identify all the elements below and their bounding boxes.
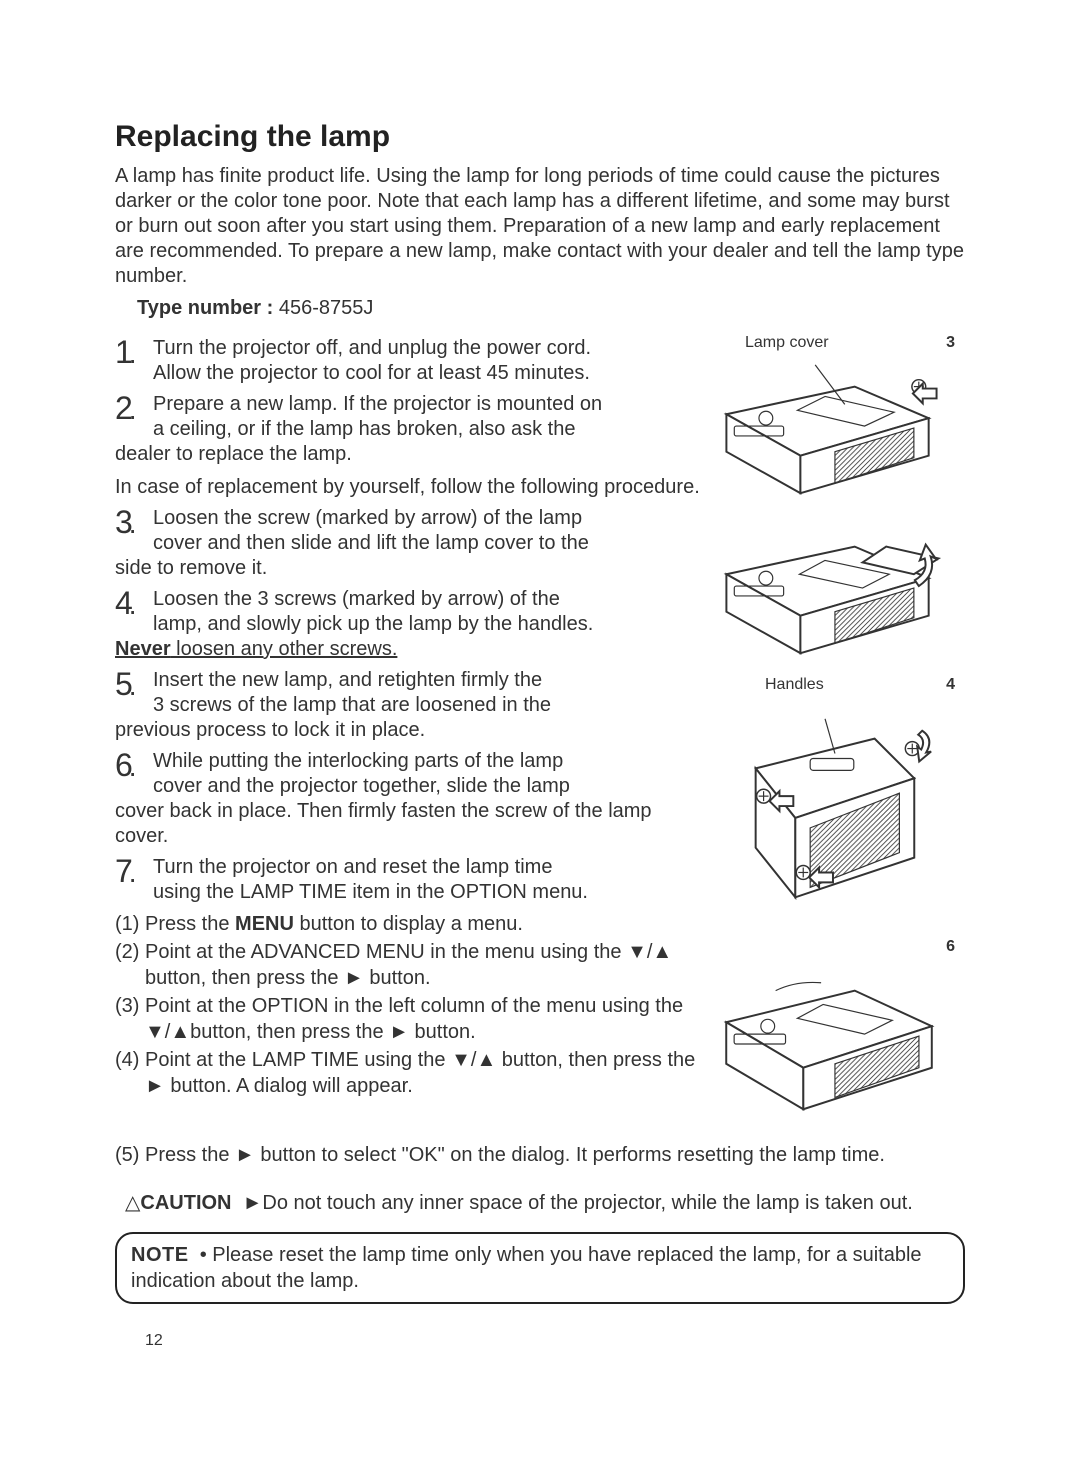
step-4-never: Never loosen any other screws. <box>115 637 701 662</box>
caution-arrow-icon: ► <box>243 1192 263 1214</box>
caution-text: Do not touch any inner space of the proj… <box>262 1192 912 1214</box>
type-number-line: Type number : 456-8755J <box>137 297 965 320</box>
note-label: NOTE <box>131 1244 189 1266</box>
figures-column: Lamp cover 3 <box>715 330 965 1140</box>
step-number: 4. <box>115 587 153 621</box>
step-7: 7. Turn the projector on and reset the l… <box>115 855 701 905</box>
fig6-label-row: 6 <box>715 938 965 956</box>
step-number: 3. <box>115 506 153 540</box>
step-body: Prepare a new lamp. If the projector is … <box>153 392 602 442</box>
type-number-value: 456-8755J <box>279 297 374 319</box>
handles-label: Handles <box>765 676 824 694</box>
step-body: Loosen the screw (marked by arrow) of th… <box>153 506 589 556</box>
step-5-cont: previous process to lock it in place. <box>115 718 701 743</box>
step-body: Turn the projector off, and unplug the p… <box>153 336 591 386</box>
figure-3b <box>715 516 945 666</box>
figure-6 <box>715 960 945 1130</box>
caution-label: CAUTION <box>140 1192 231 1214</box>
step-2-cont: dealer to replace the lamp. <box>115 442 701 467</box>
intermediate-text: In case of replacement by yourself, foll… <box>115 475 701 500</box>
caution-box: △CAUTION ►Do not touch any inner space o… <box>115 1184 965 1222</box>
substep-list: (1) Press the MENU button to display a m… <box>115 911 701 1099</box>
step-1: 1. Turn the projector off, and unplug th… <box>115 336 701 386</box>
fig3-number: 3 <box>946 334 955 352</box>
page-number: 12 <box>145 1332 965 1350</box>
step-number: 5. <box>115 668 153 702</box>
step-number: 1. <box>115 336 153 370</box>
fig6-number: 6 <box>946 938 955 956</box>
steps-column: 1. Turn the projector off, and unplug th… <box>115 330 715 1099</box>
section-title: Replacing the lamp <box>115 120 965 154</box>
step-number: 2. <box>115 392 153 426</box>
caution-triangle-icon: △ <box>125 1192 140 1214</box>
substep-2: (2) Point at the ADVANCED MENU in the me… <box>115 939 701 991</box>
note-bullet-icon: • <box>200 1244 207 1266</box>
substep-3: (3) Point at the OPTION in the left colu… <box>115 993 701 1045</box>
step-number: 6. <box>115 749 153 783</box>
step-2: 2. Prepare a new lamp. If the projector … <box>115 392 701 442</box>
step-6-cont: cover back in place. Then firmly fasten … <box>115 799 701 849</box>
fig3-label-row: Lamp cover 3 <box>715 334 965 352</box>
type-number-label: Type number : <box>137 297 273 319</box>
step-body: Insert the new lamp, and retighten firml… <box>153 668 551 718</box>
content-row: 1. Turn the projector off, and unplug th… <box>115 330 965 1140</box>
fig4-label-row: Handles 4 <box>715 676 965 694</box>
intro-paragraph: A lamp has finite product life. Using th… <box>115 164 965 289</box>
note-box: NOTE • Please reset the lamp time only w… <box>115 1232 965 1304</box>
step-3-cont: side to remove it. <box>115 556 701 581</box>
step-body: Loosen the 3 screws (marked by arrow) of… <box>153 587 593 637</box>
step-6: 6. While putting the interlocking parts … <box>115 749 701 799</box>
substep-4: (4) Point at the LAMP TIME using the ▼/▲… <box>115 1047 701 1099</box>
note-text: Please reset the lamp time only when you… <box>131 1244 922 1292</box>
substep-5: (5) Press the ► button to select "OK" on… <box>115 1142 965 1168</box>
step-number: 7. <box>115 855 153 889</box>
lamp-cover-label: Lamp cover <box>745 334 829 352</box>
step-4: 4. Loosen the 3 screws (marked by arrow)… <box>115 587 701 637</box>
fig4-number: 4 <box>946 676 955 694</box>
step-body: Turn the projector on and reset the lamp… <box>153 855 588 905</box>
figure-4 <box>715 698 945 928</box>
step-body: While putting the interlocking parts of … <box>153 749 570 799</box>
substep-1: (1) Press the MENU button to display a m… <box>115 911 701 937</box>
manual-page: Replacing the lamp A lamp has finite pro… <box>0 0 1080 1464</box>
figure-3a <box>715 356 945 506</box>
step-5: 5. Insert the new lamp, and retighten fi… <box>115 668 701 718</box>
step-3: 3. Loosen the screw (marked by arrow) of… <box>115 506 701 556</box>
